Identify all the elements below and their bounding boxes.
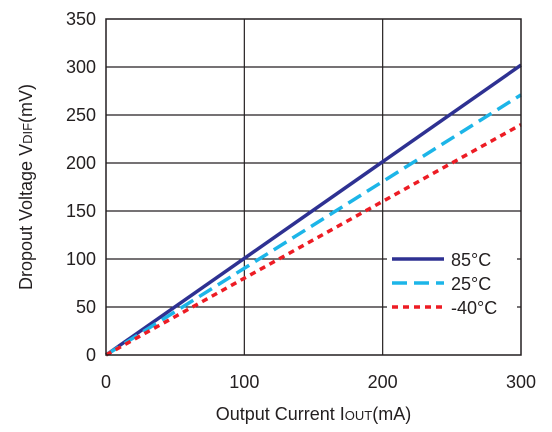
series-lines — [104, 63, 523, 357]
y-tick-label: 350 — [66, 9, 96, 29]
tick-labels: 0 100 200 300 0 50 100 150 200 250 300 350 — [66, 9, 536, 392]
y-tick-label: 50 — [76, 297, 96, 317]
y-axis-title-unit: (mV) — [16, 84, 36, 123]
series-line-2 — [105, 123, 522, 357]
series-line-1 — [105, 93, 522, 357]
legend-label-0: 85°C — [451, 250, 491, 270]
plot-frame — [105, 18, 522, 356]
y-tick-label: 150 — [66, 201, 96, 221]
legend: 85°C 25°C -40°C — [387, 233, 517, 333]
legend-label-1: 25°C — [451, 274, 491, 294]
x-tick-label: 100 — [229, 372, 259, 392]
legend-label-2: -40°C — [451, 298, 497, 318]
series-line-0 — [104, 63, 523, 357]
y-tick-label: 200 — [66, 153, 96, 173]
y-tick-label: 300 — [66, 57, 96, 77]
y-axis-title-subscript: DIF — [20, 123, 35, 144]
y-tick-label: 250 — [66, 105, 96, 125]
x-axis-title-unit: (mA) — [372, 404, 411, 424]
x-tick-label: 0 — [101, 372, 111, 392]
x-tick-label: 200 — [368, 372, 398, 392]
x-axis-title-main: Output Current I — [216, 404, 345, 424]
y-tick-label: 100 — [66, 249, 96, 269]
y-tick-label: 0 — [86, 345, 96, 365]
x-tick-label: 300 — [506, 372, 536, 392]
y-axis-title: Dropout Voltage VDIF(mV) — [16, 84, 36, 290]
x-axis-title: Output Current IOUT(mA) — [216, 404, 412, 424]
y-axis-title-main: Dropout Voltage V — [16, 144, 36, 290]
x-axis-title-subscript: OUT — [345, 408, 373, 423]
legend-background — [387, 233, 517, 333]
